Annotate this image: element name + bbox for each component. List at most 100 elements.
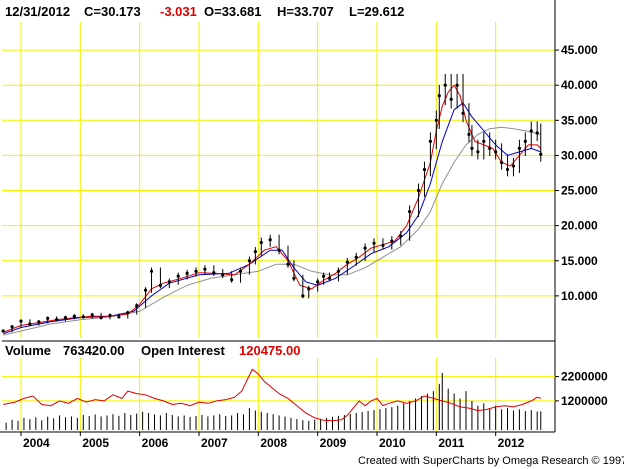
price-bar: [54, 316, 59, 322]
price-bar-close: [443, 83, 447, 87]
price-bar-close: [494, 150, 498, 154]
price-bar: [46, 316, 50, 324]
price-bar-close: [529, 129, 533, 133]
price-bar-close: [307, 287, 311, 291]
volume-value: 763420.00: [63, 343, 124, 358]
price-bar-close: [72, 314, 76, 318]
x-tick-label: 2009: [320, 436, 347, 450]
price-bar-close: [63, 316, 68, 320]
price-bar-close: [539, 152, 543, 156]
price-bar-close: [81, 315, 85, 319]
ma-fast-line: [3, 84, 542, 333]
price-bar-close: [535, 131, 539, 135]
price-bar: [437, 84, 441, 129]
price-bar: [28, 319, 32, 326]
price-bar: [470, 125, 474, 157]
header-open: O=33.681: [204, 4, 261, 19]
price-y-tick-label: 25.000: [561, 184, 598, 198]
price-bar-close: [176, 274, 180, 278]
header-high: H=33.707: [277, 4, 334, 19]
x-axis: 2004 2005 2006 2007 2008 2009 2010 2011 2012: [0, 431, 555, 450]
price-bar-close: [28, 322, 32, 326]
price-bar: [268, 234, 272, 247]
price-bar-close: [437, 94, 441, 98]
price-bar: [307, 285, 311, 299]
price-bar-close: [143, 288, 148, 292]
header-date: 12/31/2012: [5, 4, 70, 19]
price-bar-close: [511, 164, 516, 168]
price-bar-close: [470, 146, 474, 150]
price-bar: [461, 73, 465, 123]
price-bar-close: [277, 248, 281, 252]
price-bar: [158, 267, 163, 289]
x-tick-label: 2004: [23, 436, 50, 450]
price-bar: [327, 272, 332, 282]
price-bar: [126, 310, 130, 319]
price-bar-close: [416, 188, 421, 193]
x-tick-label: 2006: [142, 436, 169, 450]
price-y-tick-label: 20.000: [561, 219, 598, 233]
price-bar-close: [372, 241, 376, 245]
open-interest-line-group: [3, 368, 541, 422]
header-low: L=29.612: [349, 4, 404, 19]
price-bar: [316, 278, 320, 292]
price-bar: [99, 312, 103, 320]
price-bar: [321, 272, 326, 285]
price-bar: [185, 269, 189, 280]
price-bar-close: [259, 240, 263, 245]
price-bar-close: [99, 316, 103, 320]
price-bar-close: [523, 139, 527, 143]
price-bar: [221, 268, 225, 278]
volume-y-tick-label: 2200000: [561, 370, 608, 384]
x-tick-label: 2011: [438, 436, 464, 450]
volume-label: Volume: [5, 343, 51, 358]
price-bar-close: [488, 146, 492, 150]
price-bar: [292, 260, 296, 282]
price-bar-close: [253, 250, 257, 254]
price-bar: [488, 132, 492, 157]
ma-mid-line: [3, 102, 541, 335]
price-bar-close: [212, 271, 216, 275]
price-bar: [535, 121, 539, 142]
price-bar-close: [461, 111, 465, 115]
x-tick-label: 2008: [260, 436, 287, 450]
price-bar-close: [499, 160, 504, 165]
price-panel: 10.000 15.000 20.000 25.000 30.000 35.000 40.0…: [1, 0, 598, 432]
price-bar-close: [149, 269, 154, 273]
price-bar: [505, 154, 510, 177]
price-bar-close: [301, 294, 305, 298]
price-bar-close: [449, 97, 453, 101]
price-grid: [2, 22, 555, 338]
price-bar-close: [135, 304, 139, 308]
price-bar-close: [167, 280, 171, 284]
price-bar: [482, 132, 486, 160]
x-tick-label: 2007: [201, 436, 228, 450]
price-bar: [408, 205, 412, 241]
price-bar: [238, 267, 243, 283]
price-bar-close: [455, 83, 459, 87]
price-bar: [176, 272, 180, 285]
price-bar-close: [19, 319, 23, 323]
price-y-tick-label: 40.000: [561, 78, 598, 92]
price-bar: [63, 315, 68, 322]
price-bar-close: [321, 274, 326, 278]
price-bar: [416, 183, 421, 218]
price-bar: [539, 123, 543, 162]
x-tick-label: 2005: [82, 436, 109, 450]
price-bar: [37, 320, 41, 326]
header-close: C=30.173: [84, 4, 141, 19]
price-bar: [143, 287, 148, 308]
price-bar: [286, 245, 290, 268]
open-interest-value: 120475.00: [239, 343, 300, 358]
price-bar-close: [185, 271, 189, 275]
price-bar: [247, 256, 252, 275]
price-bar: [381, 238, 385, 250]
price-bar: [259, 237, 263, 256]
price-bar-close: [286, 262, 290, 266]
price-bar-close: [292, 276, 296, 280]
price-bar-close: [203, 267, 207, 271]
price-bar: [277, 234, 281, 255]
price-bar-close: [434, 118, 438, 122]
price-bar: [108, 313, 112, 320]
